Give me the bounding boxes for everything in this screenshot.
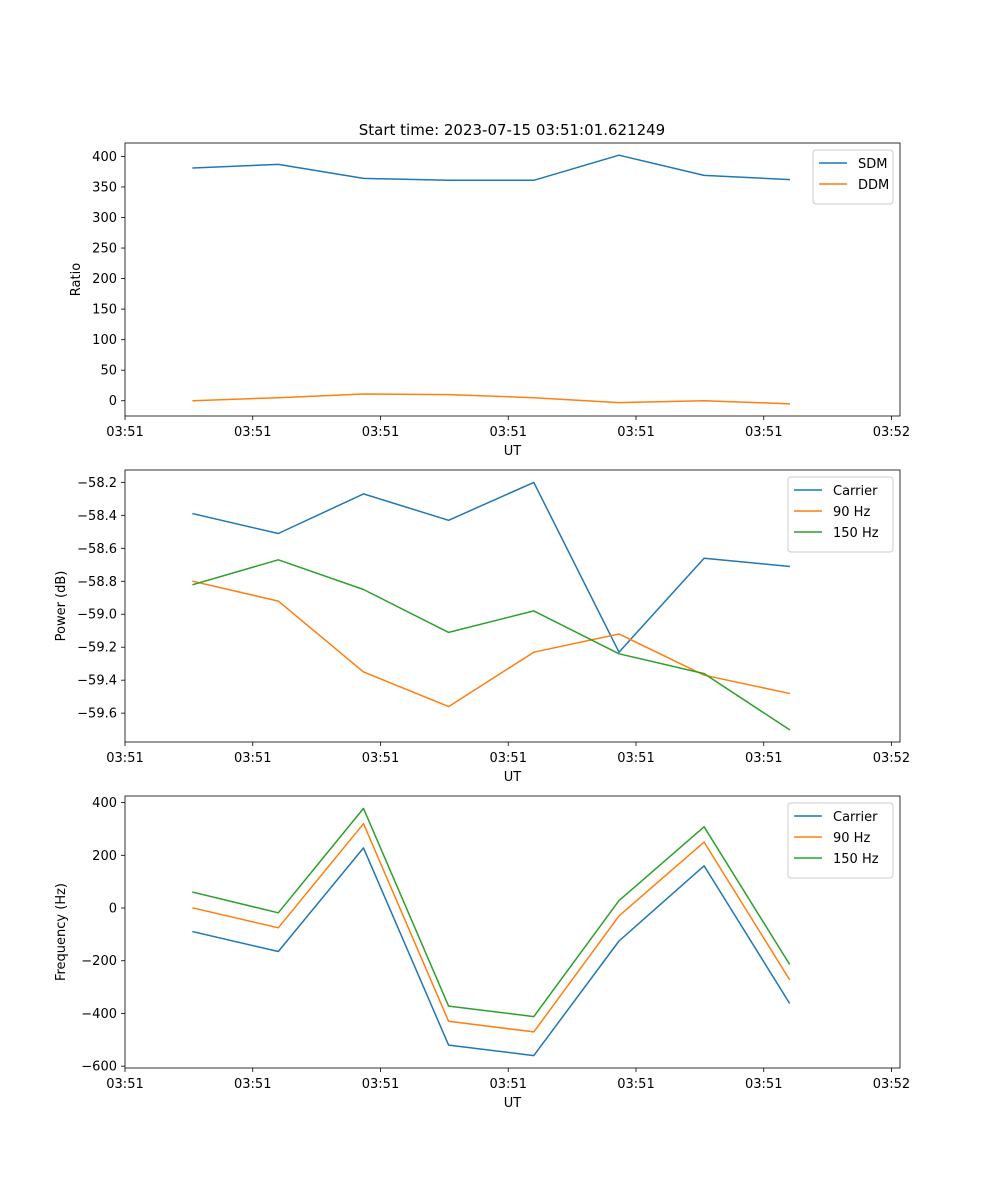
y-tick-label: −59.0 — [77, 608, 117, 623]
frequency-chart: 03:51 03:51 03:51 03:51 03:51 03:51 03:52 −600 −… — [54, 795, 910, 1111]
axes-frame — [124, 469, 901, 743]
y-tick-label: 0 — [109, 902, 117, 917]
axes-frame — [124, 795, 901, 1069]
y-tick-label: 200 — [92, 849, 117, 864]
y-tick-label: 350 — [92, 180, 117, 195]
legend: SDM DDM — [812, 149, 894, 205]
y-tick-label: 150 — [92, 303, 117, 318]
series-line-150-hz — [192, 559, 791, 731]
power-chart: 03:51 03:51 03:51 03:51 03:51 03:51 03:52 −59.6… — [54, 469, 910, 785]
x-tick-label: 03:51 — [490, 1077, 527, 1092]
x-tick-label: 03:51 — [106, 751, 143, 766]
y-tick-label: 400 — [92, 796, 117, 811]
y-tick-label: 400 — [92, 150, 117, 165]
ratio-chart: 03:51 03:51 03:51 03:51 03:51 03:51 03:52 0 50 10… — [69, 142, 910, 459]
y-axis-label: Frequency (Hz) — [54, 883, 69, 981]
series-line-carrier — [192, 481, 791, 653]
x-tick-label: 03:51 — [490, 425, 527, 440]
x-tick-label: 03:51 — [617, 751, 654, 766]
x-tick-label: 03:51 — [234, 425, 271, 440]
x-axis-label: UT — [504, 444, 522, 459]
legend-label: 90 Hz — [833, 831, 870, 846]
legend: Carrier 90 Hz 150 Hz — [787, 802, 894, 879]
legend-label: Carrier — [833, 810, 878, 825]
legend-label: Carrier — [833, 484, 878, 499]
y-tick-label: −59.2 — [77, 641, 117, 656]
y-tick-label: 300 — [92, 211, 117, 226]
y-tick-label: −600 — [81, 1060, 117, 1075]
x-tick-label: 03:51 — [617, 1077, 654, 1092]
y-tick-label: −58.8 — [77, 575, 117, 590]
legend-label: 150 Hz — [833, 852, 879, 867]
x-tick-label: 03:52 — [873, 751, 910, 766]
y-tick-label: 50 — [100, 364, 117, 379]
x-axis-label: UT — [504, 1096, 522, 1111]
y-axis-label: Ratio — [69, 263, 84, 296]
series-line-ddm — [192, 393, 791, 405]
y-tick-label: 250 — [92, 242, 117, 257]
y-tick-label: −58.2 — [77, 476, 117, 491]
x-tick-label: 03:51 — [362, 425, 399, 440]
legend: Carrier 90 Hz 150 Hz — [787, 476, 894, 553]
series-line-150-hz — [192, 807, 791, 1018]
x-axis-label: UT — [504, 770, 522, 785]
x-tick-label: 03:51 — [745, 751, 782, 766]
x-tick-label: 03:51 — [745, 425, 782, 440]
x-tick-label: 03:51 — [745, 1077, 782, 1092]
figure-title: Start time: 2023-07-15 03:51:01.621249 — [359, 121, 665, 139]
x-tick-label: 03:51 — [490, 751, 527, 766]
x-tick-label: 03:52 — [873, 1077, 910, 1092]
y-tick-label: −58.4 — [77, 509, 117, 524]
legend-box — [787, 476, 894, 553]
x-tick-label: 03:51 — [362, 751, 399, 766]
y-tick-label: 100 — [92, 333, 117, 348]
axes-frame — [124, 142, 901, 417]
x-tick-label: 03:51 — [106, 425, 143, 440]
legend-box — [787, 802, 894, 879]
y-tick-label: 200 — [92, 272, 117, 287]
y-axis-label: Power (dB) — [54, 571, 69, 642]
series-line-90-hz — [192, 580, 791, 708]
legend-label: DDM — [858, 178, 889, 193]
x-tick-label: 03:51 — [617, 425, 654, 440]
y-tick-label: −400 — [81, 1007, 117, 1022]
y-tick-label: −58.6 — [77, 542, 117, 557]
y-tick-label: −200 — [81, 954, 117, 969]
x-tick-label: 03:51 — [362, 1077, 399, 1092]
legend-label: 150 Hz — [833, 526, 879, 541]
x-tick-label: 03:51 — [234, 1077, 271, 1092]
series-line-sdm — [192, 154, 791, 182]
legend-label: 90 Hz — [833, 505, 870, 520]
y-tick-label: −59.6 — [77, 707, 117, 722]
series-line-carrier — [192, 847, 791, 1057]
x-tick-label: 03:51 — [106, 1077, 143, 1092]
y-tick-label: 0 — [109, 394, 117, 409]
y-tick-label: −59.4 — [77, 674, 117, 689]
x-tick-label: 03:52 — [873, 425, 910, 440]
x-tick-label: 03:51 — [234, 751, 271, 766]
series-line-90-hz — [192, 822, 791, 1033]
legend-label: SDM — [858, 157, 887, 172]
